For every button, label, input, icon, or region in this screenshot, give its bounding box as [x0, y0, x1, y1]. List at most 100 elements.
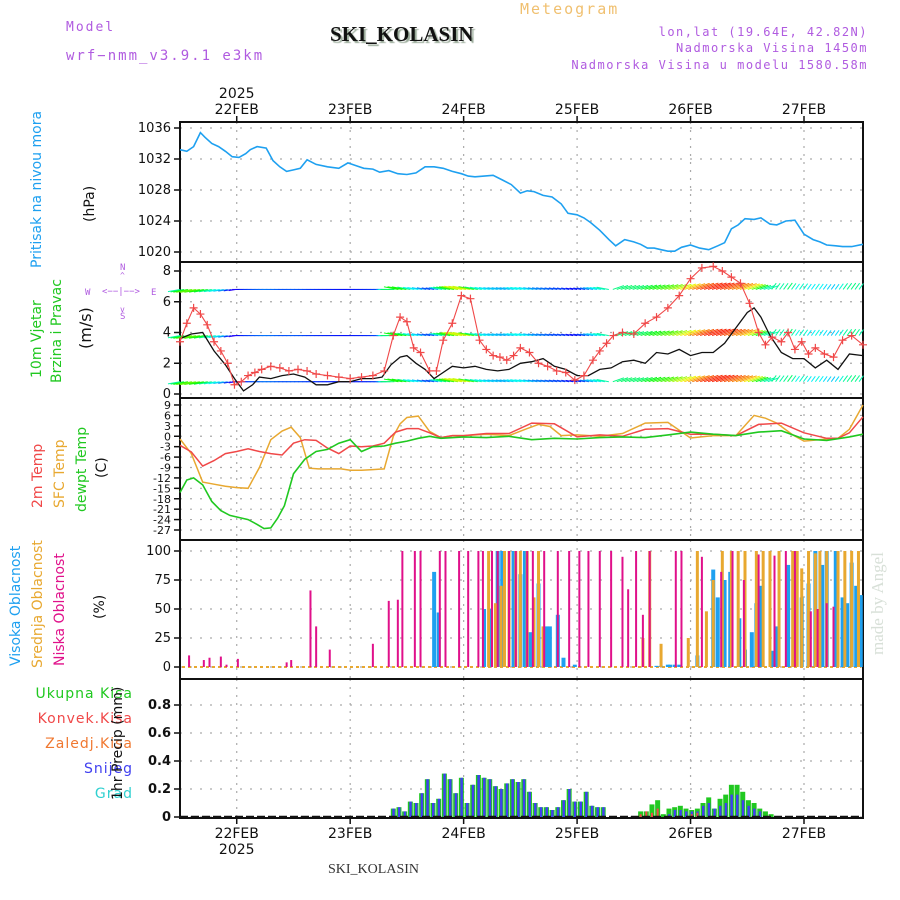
wind-arrow: [644, 376, 658, 383]
wind-arrow: [510, 333, 522, 337]
low-cloud-bar: [396, 599, 399, 667]
wind-arrow: [167, 335, 181, 339]
low-cloud-bar: [526, 551, 529, 667]
wind-arrow: [527, 333, 538, 337]
wind-arrow: [436, 332, 451, 337]
snow-bar: [397, 807, 401, 817]
low-cloud-bar: [514, 551, 517, 667]
low-cloud-bar: [531, 551, 534, 667]
low-cloud-bar: [635, 551, 638, 667]
wind-arrow: [850, 375, 857, 382]
high-cloud-bar: [774, 626, 779, 667]
wind-arrow: [448, 331, 466, 337]
x-tick-label-top: 25FEB: [555, 102, 599, 118]
wind-arrow: [668, 376, 683, 383]
snow-bar: [511, 779, 514, 817]
wind-arrow: [474, 333, 486, 337]
wind-arrow: [648, 376, 662, 383]
wind-arrow: [483, 333, 494, 337]
wind-arrow: [458, 378, 474, 383]
y-tick-label: 100: [146, 544, 171, 559]
mid-cloud-bar: [532, 597, 536, 667]
wind-arrow: [680, 375, 697, 383]
wind-arrow: [680, 329, 697, 337]
snow-bar: [432, 803, 435, 817]
model-name: wrf−nmm_v3.9.1 e3km: [66, 48, 265, 64]
wind-arrow: [632, 377, 645, 383]
low-cloud-bar: [627, 589, 630, 667]
wind-arrow: [644, 330, 658, 337]
panel-precip: 0 0.2 0.4 0.6 0.8: [148, 678, 864, 825]
wind-arrow: [586, 333, 598, 337]
wind-arrow: [565, 287, 574, 290]
high-cloud-bar: [547, 626, 552, 667]
wind-arrow: [536, 333, 546, 337]
wind-arrow: [660, 376, 675, 383]
wind-arrow: [198, 288, 212, 293]
mid-cloud-bar: [736, 551, 740, 667]
wind-arrow: [188, 335, 204, 339]
wind-arrow: [751, 376, 766, 383]
wind-arrow: [208, 335, 220, 339]
mid-cloud-bar: [843, 551, 847, 667]
wind-arrow: [842, 283, 849, 290]
low-cloud-bar: [481, 551, 484, 667]
high-cloud-bar: [436, 612, 441, 667]
footer-station: SKI_KOLASIN: [328, 862, 419, 877]
wind-arrow: [830, 376, 836, 382]
snow-bar: [443, 773, 446, 817]
wind-arrow: [747, 375, 763, 383]
low-cloud-bar: [219, 656, 222, 667]
wind-arrow: [383, 378, 399, 383]
wind-speed-marker: [230, 380, 239, 389]
wind-arrow: [795, 283, 800, 290]
wind-compass: N ^ W <−−|−−> E v S: [85, 263, 157, 322]
wind-arrow: [616, 377, 629, 383]
high-cloud-bar: [677, 664, 682, 667]
wind-arrow: [514, 286, 526, 290]
wind-arrow: [223, 335, 232, 338]
wind-arrow: [854, 329, 860, 336]
wind-arrow: [491, 379, 502, 383]
wind-arrow: [430, 286, 443, 290]
wind-speed-marker: [466, 294, 475, 303]
wind-speed-marker: [579, 371, 588, 380]
wind-arrow: [620, 284, 633, 290]
wind-arrow: [474, 286, 486, 290]
wind-speed-marker: [820, 350, 829, 359]
wind-arrow: [858, 329, 864, 336]
mid-cloud-bar: [487, 551, 491, 667]
wind-arrow: [583, 287, 594, 290]
wind-arrow: [735, 329, 754, 337]
wind-arrow: [648, 330, 662, 337]
wind-arrow: [787, 374, 793, 382]
wind-arrow: [458, 286, 474, 290]
wind-arrow: [444, 285, 463, 290]
wind-arrow: [176, 288, 193, 293]
wind-speed-marker: [368, 371, 377, 380]
wind-arrow: [218, 335, 228, 338]
wind-arrow: [478, 379, 490, 383]
snow-bar: [454, 793, 458, 817]
wind-arrow: [854, 375, 860, 382]
wind-arrow: [612, 377, 625, 383]
wind-arrow: [743, 329, 760, 337]
wind-arrow: [540, 379, 550, 383]
wind-speed-marker: [552, 366, 561, 375]
high-cloud-bar: [572, 664, 577, 667]
wind-arrow: [540, 333, 550, 337]
snow-bar: [403, 811, 407, 817]
wind-speed-marker: [811, 343, 820, 352]
mid-cloud-bar: [686, 638, 690, 667]
snow-bar: [673, 810, 677, 817]
wind-arrow: [416, 379, 427, 383]
mid-cloud-bar: [695, 551, 699, 667]
wind-arrow: [719, 328, 739, 337]
wind-arrow: [640, 330, 653, 337]
compass-south: S: [120, 312, 126, 322]
wind-arrow: [692, 282, 710, 290]
low-cloud-bar: [816, 609, 819, 667]
wind-arrow: [223, 381, 232, 384]
wind-arrow: [397, 332, 411, 337]
